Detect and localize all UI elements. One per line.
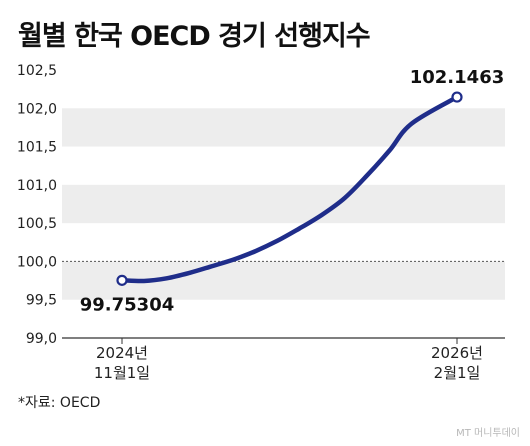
y-tick-label: 101,5 [17, 140, 57, 156]
x-tick-label: 2024년 [96, 344, 148, 362]
data-labels: 99.75304 102.1463 [80, 67, 505, 315]
y-tick-label: 102,5 [17, 63, 57, 79]
series-line [119, 94, 460, 284]
series-layer [116, 91, 463, 286]
chart-title: 월별 한국 OECD 경기 선행지수 [18, 21, 371, 52]
source-note: *자료: OECD [18, 395, 101, 411]
y-axis-ticks: 102,5 102,0 101,5 101,0 100,5 100,0 99,5 99,0 [17, 63, 57, 347]
data-point [116, 274, 128, 286]
grid-band [62, 184, 505, 224]
x-tick-label: 2026년 [431, 344, 483, 362]
x-axis-ticks: 2024년 11월1일 2026년 2월1일 [94, 338, 483, 382]
y-tick-label: 99,5 [26, 293, 57, 309]
y-tick-label: 99,0 [26, 331, 57, 347]
x-tick-label: 2월1일 [434, 364, 481, 382]
data-point [451, 91, 463, 103]
grid-bands [62, 108, 505, 300]
y-tick-label: 101,0 [17, 178, 57, 194]
data-label: 99.75304 [80, 294, 175, 315]
y-tick-label: 100,5 [17, 216, 57, 232]
y-tick-label: 100,0 [17, 254, 57, 270]
data-label: 102.1463 [410, 67, 505, 88]
grid-band [62, 108, 505, 147]
y-tick-label: 102,0 [17, 101, 57, 117]
publisher-credit: MT 머니투데이 [456, 428, 520, 439]
x-tick-label: 11월1일 [94, 364, 150, 382]
